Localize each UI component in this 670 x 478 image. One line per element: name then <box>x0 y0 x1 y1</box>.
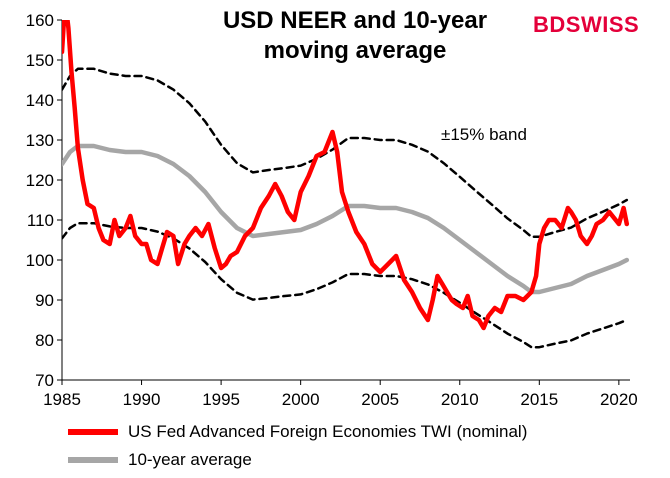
y-tick-label: 160 <box>26 11 54 30</box>
y-tick-label: 120 <box>26 171 54 190</box>
band-annotation: ±15% band <box>441 125 527 144</box>
x-tick-label: 2020 <box>600 390 638 409</box>
legend-swatch-twi <box>68 429 118 435</box>
y-tick-label: 150 <box>26 51 54 70</box>
chart-title-line2: moving average <box>263 37 447 64</box>
y-tick-label: 80 <box>35 331 54 350</box>
y-tick-label: 100 <box>26 251 54 270</box>
legend-item-twi: US Fed Advanced Foreign Economies TWI (n… <box>68 418 527 446</box>
legend: US Fed Advanced Foreign Economies TWI (n… <box>68 418 527 474</box>
legend-label-average: 10-year average <box>128 450 252 469</box>
legend-label-twi: US Fed Advanced Foreign Economies TWI (n… <box>128 422 528 441</box>
chart-title-line1: USD NEER and 10-year <box>222 7 488 34</box>
legend-item-average: 10-year average <box>68 446 527 474</box>
logo-part2: SWISS <box>565 12 640 37</box>
y-tick-label: 70 <box>35 371 54 390</box>
x-tick-label: 2010 <box>441 390 479 409</box>
series-line-lower-band <box>62 221 629 349</box>
x-tick-label: 1990 <box>123 390 161 409</box>
y-tick-label: 90 <box>35 291 54 310</box>
bdswiss-logo: BDSWISS <box>533 12 639 38</box>
y-tick-label: 110 <box>27 211 54 230</box>
x-tick-label: 2005 <box>361 390 399 409</box>
series-line-upper-band <box>62 67 629 239</box>
y-tick-label: 140 <box>26 91 54 110</box>
x-tick-label: 1995 <box>202 390 240 409</box>
y-tick-label: 130 <box>26 131 54 150</box>
x-tick-label: 1985 <box>43 390 81 409</box>
chart-title: USD NEER and 10-year moving average <box>180 6 530 66</box>
series-line-average <box>62 143 630 295</box>
x-tick-label: 2000 <box>282 390 320 409</box>
legend-swatch-average <box>68 457 118 463</box>
logo-part1: BD <box>533 12 566 37</box>
x-tick-label: 2015 <box>520 390 558 409</box>
